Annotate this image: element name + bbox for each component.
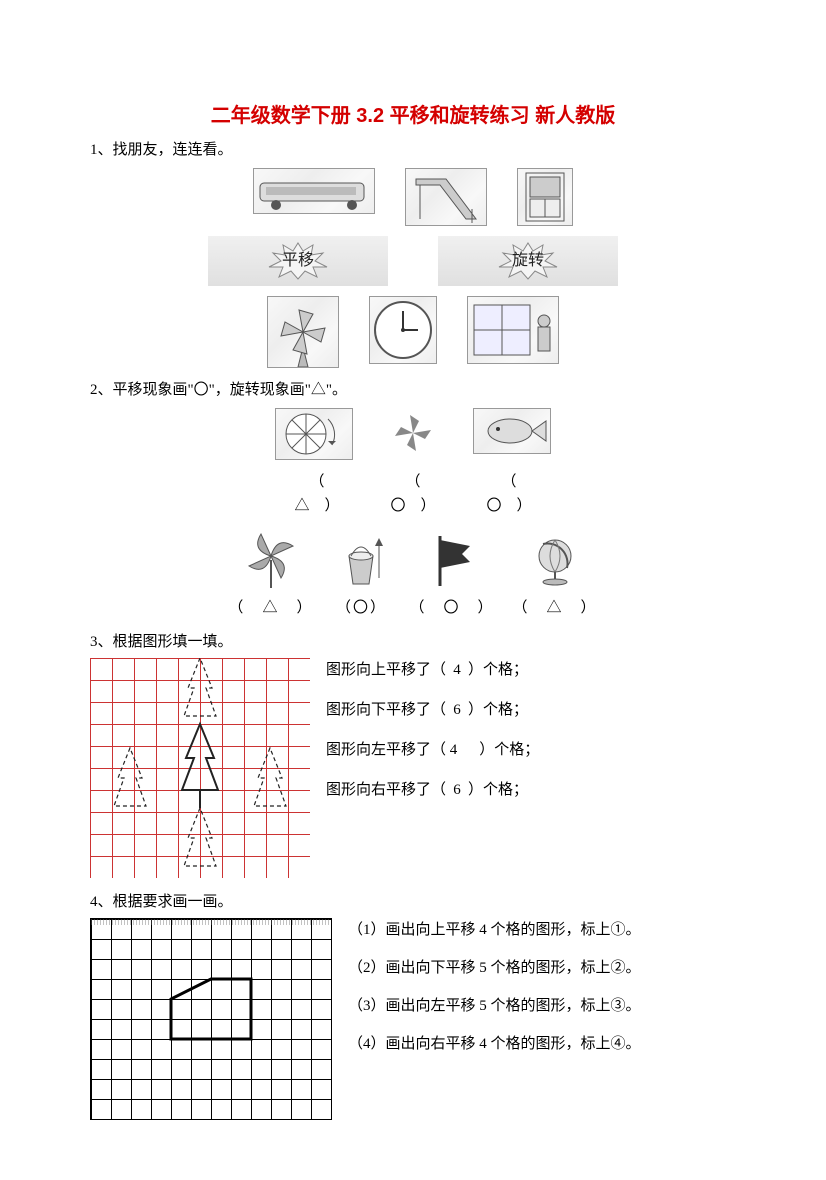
q4-instruction-lines: （1）画出向上平移 4 个格的图形，标上①。 （2）画出向下平移 5 个格的图形… bbox=[348, 918, 641, 1070]
windmill-icon bbox=[267, 296, 339, 368]
answer-cell: （ △ ） bbox=[513, 596, 598, 620]
q3-line: 图形向左平移了（ 4）个格； bbox=[326, 738, 539, 762]
answer-value: 〇 bbox=[353, 600, 370, 616]
answer-cell: （ △ ） bbox=[228, 596, 313, 620]
globe-icon bbox=[525, 530, 585, 590]
answer-value: 〇 bbox=[486, 498, 501, 514]
window-person-icon bbox=[467, 296, 559, 364]
answer-value: △ bbox=[547, 600, 564, 616]
answer-cell: （〇） bbox=[336, 596, 387, 620]
page-title: 二年级数学下册 3.2 平移和旋转练习 新人教版 bbox=[90, 100, 736, 132]
answer-cell: （ △ ） bbox=[282, 470, 352, 518]
answer-cell: （ 〇 ） bbox=[409, 596, 494, 620]
q3-grid bbox=[90, 658, 310, 878]
q3-line: 图形向右平移了（6）个格； bbox=[326, 778, 539, 802]
wheel-icon bbox=[275, 408, 353, 460]
q4-line: （1）画出向上平移 4 个格的图形，标上①。 bbox=[348, 918, 641, 942]
answer-cell: （ 〇 ） bbox=[474, 470, 544, 518]
q1-bottom-row bbox=[90, 296, 736, 368]
badge-rotate-label: 旋转 bbox=[512, 248, 544, 274]
pinwheel-icon bbox=[241, 530, 301, 590]
q2-row1-answers: （ △ ） （ 〇 ） （ 〇 ） bbox=[90, 470, 736, 518]
pinwheel-small-icon bbox=[383, 408, 443, 458]
slide-icon bbox=[405, 168, 487, 226]
fish-icon bbox=[473, 408, 551, 454]
bucket-up-icon bbox=[331, 530, 391, 590]
clock-icon bbox=[369, 296, 437, 364]
q3-content: 图形向上平移了（4）个格； 图形向下平移了（6）个格； 图形向左平移了（ 4）个… bbox=[90, 658, 736, 878]
badge-translate: 平移 bbox=[208, 236, 388, 286]
badge-rotate: 旋转 bbox=[438, 236, 618, 286]
question-4: 4、根据要求画一画。 bbox=[90, 890, 736, 914]
q3-fill-lines: 图形向上平移了（4）个格； 图形向下平移了（6）个格； 图形向左平移了（ 4）个… bbox=[326, 658, 539, 818]
answer-cell: （ 〇 ） bbox=[378, 470, 448, 518]
q1-top-row bbox=[90, 168, 736, 226]
question-1: 1、找朋友，连连看。 bbox=[90, 138, 736, 162]
answer-value: 〇 bbox=[390, 498, 405, 514]
fill-value: 4 bbox=[446, 658, 468, 682]
q4-line: （2）画出向下平移 5 个格的图形，标上②。 bbox=[348, 956, 641, 980]
q4-line: （4）画出向右平移 4 个格的图形，标上④。 bbox=[348, 1032, 641, 1056]
worksheet-page: 二年级数学下册 3.2 平移和旋转练习 新人教版 1、找朋友，连连看。 平移 旋… bbox=[0, 0, 826, 1180]
q4-content: （1）画出向上平移 4 个格的图形，标上①。 （2）画出向下平移 5 个格的图形… bbox=[90, 918, 736, 1120]
elevator-icon bbox=[517, 168, 573, 226]
bus-icon bbox=[253, 168, 375, 214]
q3-line: 图形向上平移了（4）个格； bbox=[326, 658, 539, 682]
flag-icon bbox=[422, 530, 482, 590]
q1-badge-row: 平移 旋转 bbox=[90, 236, 736, 286]
q4-grid bbox=[90, 918, 332, 1120]
fill-value: 6 bbox=[446, 778, 468, 802]
fill-value: 6 bbox=[446, 698, 468, 722]
q3-line: 图形向下平移了（6）个格； bbox=[326, 698, 539, 722]
answer-value: △ bbox=[294, 498, 309, 514]
q4-line: （3）画出向左平移 5 个格的图形，标上③。 bbox=[348, 994, 641, 1018]
answer-value: △ bbox=[262, 600, 279, 616]
answer-value: 〇 bbox=[443, 600, 460, 616]
q2-row2: （ △ ） （〇） （ 〇 ） （ △ ） bbox=[90, 530, 736, 620]
question-3: 3、根据图形填一填。 bbox=[90, 630, 736, 654]
question-2: 2、平移现象画"〇"，旋转现象画"△"。 bbox=[90, 378, 736, 402]
q2-row1-imgs bbox=[90, 408, 736, 460]
badge-translate-label: 平移 bbox=[282, 248, 314, 274]
